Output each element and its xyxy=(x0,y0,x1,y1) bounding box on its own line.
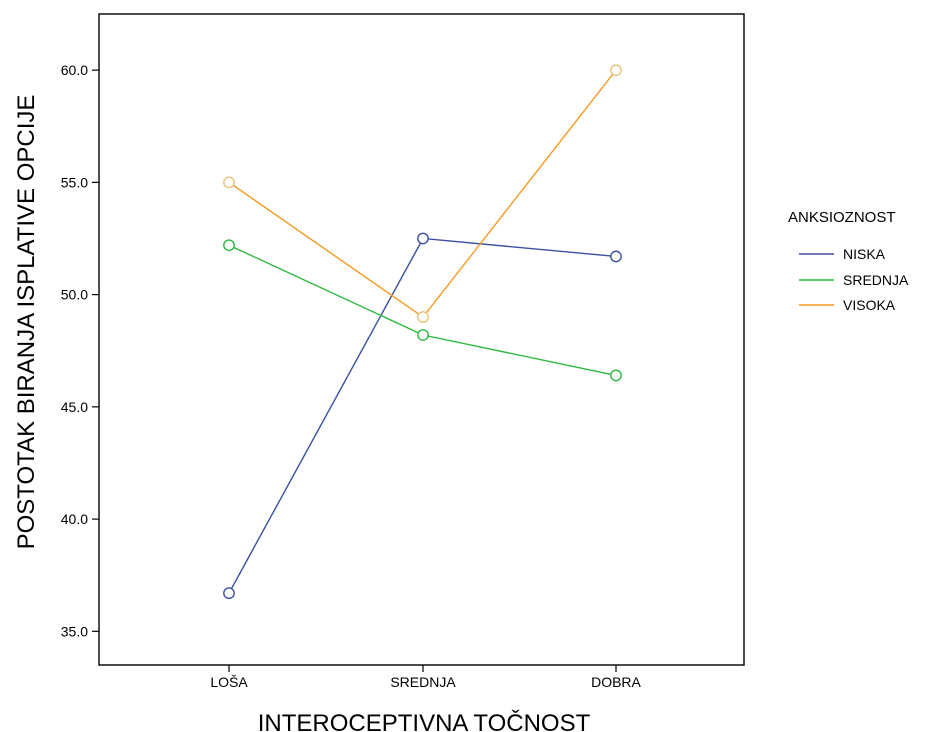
y-tick-label: 55.0 xyxy=(61,174,88,190)
y-axis-title: POSTOTAK BIRANJA ISPLATIVE OPCIJE xyxy=(13,95,40,550)
legend-title: ANKSIOZNOST xyxy=(788,209,896,226)
x-tick-label: LOŠA xyxy=(210,674,248,690)
y-tick-label: 40.0 xyxy=(61,511,88,527)
data-point-niska xyxy=(223,587,235,600)
x-tick-label: SREDNJA xyxy=(390,674,456,690)
legend: ANKSIOZNOST NISKA SREDNJA VISOKA xyxy=(788,209,909,313)
data-point-visoka xyxy=(417,311,429,323)
data-point-niska xyxy=(417,232,429,245)
x-axis-title: INTEROCEPTIVNA TOČNOST xyxy=(258,709,591,732)
legend-label-visoka: VISOKA xyxy=(843,297,896,313)
y-tick-label: 45.0 xyxy=(61,399,88,415)
y-axis: 35.0 40.0 45.0 50.0 55.0 60.0 xyxy=(61,62,99,639)
y-tick-label: 35.0 xyxy=(61,623,88,639)
data-point-niska xyxy=(610,250,622,263)
data-point-visoka xyxy=(223,176,235,189)
data-point-srednja xyxy=(417,329,429,341)
plot-frame xyxy=(98,13,745,666)
legend-label-srednja: SREDNJA xyxy=(843,272,909,288)
series-line-visoka xyxy=(228,69,617,319)
series-line-niska xyxy=(228,237,617,594)
series-line-srednja xyxy=(228,244,617,377)
legend-label-niska: NISKA xyxy=(843,246,886,262)
x-tick-label: DOBRA xyxy=(591,674,641,690)
y-tick-label: 50.0 xyxy=(61,287,88,303)
data-point-srednja xyxy=(610,369,622,382)
x-axis: LOŠA SREDNJA DOBRA xyxy=(210,665,642,690)
data-point-visoka xyxy=(610,64,622,77)
y-tick-label: 60.0 xyxy=(61,62,88,78)
series-markers xyxy=(223,64,622,600)
data-point-srednja xyxy=(223,239,235,252)
